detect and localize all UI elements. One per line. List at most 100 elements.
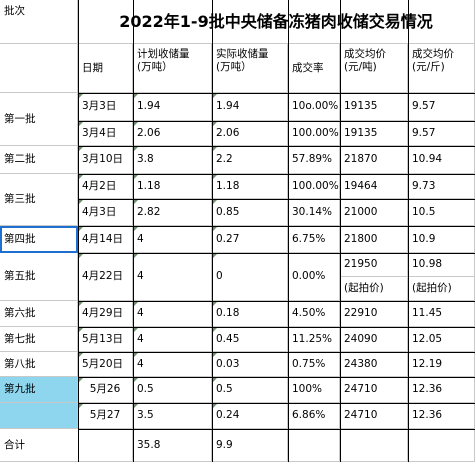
cell-price_jin[interactable]: 10.98: [408, 253, 475, 277]
cell-price_ton[interactable]: 19135: [340, 121, 408, 146]
total-blank[interactable]: [340, 429, 408, 462]
cell-planned[interactable]: 4: [133, 253, 212, 301]
batch-label[interactable]: 第二批: [0, 146, 78, 174]
table-title[interactable]: 2022年1-9批中央储备冻猪肉收储交易情况: [78, 0, 475, 44]
cell-actual[interactable]: 2.06: [212, 121, 288, 146]
cell-planned[interactable]: 1.18: [133, 174, 212, 199]
cell-price_ton[interactable]: 22910: [340, 301, 408, 327]
cell-date[interactable]: 4月22日: [78, 253, 133, 301]
cell-actual[interactable]: 0.5: [212, 377, 288, 403]
cell-price_jin-note[interactable]: (起拍价): [408, 277, 475, 301]
header-blank[interactable]: [0, 44, 78, 93]
total-actual[interactable]: 9.9: [212, 429, 288, 462]
cell-price_jin[interactable]: 12.19: [408, 352, 475, 377]
cell-planned[interactable]: 4: [133, 301, 212, 327]
cell-date[interactable]: 5月13日: [78, 327, 133, 352]
cell-planned[interactable]: 1.94: [133, 93, 212, 121]
header-planned[interactable]: 计划收储量 (万吨）: [133, 44, 212, 93]
cell-rate[interactable]: 100.00%: [288, 121, 340, 146]
total-label[interactable]: 合计: [0, 429, 133, 462]
cell-actual[interactable]: 1.94: [212, 93, 288, 121]
cell-date[interactable]: 5月26: [78, 377, 133, 403]
cell-price_ton[interactable]: 19135: [340, 93, 408, 121]
cell-price_jin[interactable]: 9.73: [408, 174, 475, 199]
cell-date[interactable]: 4月3日: [78, 199, 133, 226]
cell-price_jin[interactable]: 10.5: [408, 199, 475, 226]
cell-rate[interactable]: 0.75%: [288, 352, 340, 377]
cell-date[interactable]: 3月10日: [78, 146, 133, 174]
cell-actual[interactable]: 0.03: [212, 352, 288, 377]
cell-rate[interactable]: 10o.00%: [288, 93, 340, 121]
cell-price_ton[interactable]: 24710: [340, 377, 408, 403]
cell-rate[interactable]: 57.89%: [288, 146, 340, 174]
cell-date[interactable]: 5月20日: [78, 352, 133, 377]
cell-price_jin[interactable]: 9.57: [408, 93, 475, 121]
cell-actual[interactable]: 0.45: [212, 327, 288, 352]
total-blank[interactable]: [288, 429, 340, 462]
cell-planned-text: 4: [137, 270, 144, 283]
cell-planned[interactable]: 2.82: [133, 199, 212, 226]
cell-price_ton[interactable]: 21950: [340, 253, 408, 277]
cell-price_ton[interactable]: 21870: [340, 146, 408, 174]
cell-price_jin[interactable]: 9.57: [408, 121, 475, 146]
cell-price_ton[interactable]: 19464: [340, 174, 408, 199]
cell-actual[interactable]: 1.18: [212, 174, 288, 199]
batch-label[interactable]: 第七批: [0, 327, 78, 352]
cell-price_jin[interactable]: 10.94: [408, 146, 475, 174]
cell-price_ton-note[interactable]: (起拍价): [340, 277, 408, 301]
cell-actual[interactable]: 0.18: [212, 301, 288, 327]
cell-actual[interactable]: 0.24: [212, 403, 288, 429]
cell-price_ton[interactable]: 21000: [340, 199, 408, 226]
cell-price_ton[interactable]: 24090: [340, 327, 408, 352]
cell-planned[interactable]: 4: [133, 226, 212, 253]
cell-date[interactable]: 5月27: [78, 403, 133, 429]
cell-rate[interactable]: 4.50%: [288, 301, 340, 327]
cell-price_ton[interactable]: 24710: [340, 403, 408, 429]
cell-planned[interactable]: 3.8: [133, 146, 212, 174]
cell-price_ton[interactable]: 24380: [340, 352, 408, 377]
cell-price_jin[interactable]: 12.05: [408, 327, 475, 352]
header-rate[interactable]: 成交率: [288, 44, 340, 93]
batch-label[interactable]: 第八批: [0, 352, 78, 377]
cell-rate[interactable]: 100.00%: [288, 174, 340, 199]
header-actual[interactable]: 实际收储量 (万吨）: [212, 44, 288, 93]
batch-label-blank[interactable]: [0, 403, 78, 429]
cell-price_jin[interactable]: 12.36: [408, 377, 475, 403]
batch-label[interactable]: 第一批: [0, 93, 78, 146]
cell-actual[interactable]: 2.2: [212, 146, 288, 174]
cell-planned[interactable]: 2.06: [133, 121, 212, 146]
cell-rate[interactable]: 0.00%: [288, 253, 340, 301]
cell-actual[interactable]: 0.27: [212, 226, 288, 253]
cell-date[interactable]: 4月29日: [78, 301, 133, 327]
cell-rate[interactable]: 30.14%: [288, 199, 340, 226]
total-planned[interactable]: 35.8: [133, 429, 212, 462]
cell-rate[interactable]: 11.25%: [288, 327, 340, 352]
batch-label[interactable]: 第五批: [0, 253, 78, 301]
cell-price_jin[interactable]: 12.36: [408, 403, 475, 429]
batch-label[interactable]: 第六批: [0, 301, 78, 327]
header-date[interactable]: 日期: [78, 44, 133, 93]
cell-date[interactable]: 3月3日: [78, 93, 133, 121]
cell-rate[interactable]: 100%: [288, 377, 340, 403]
cell-price_ton[interactable]: 21800: [340, 226, 408, 253]
cell-actual[interactable]: 0: [212, 253, 288, 301]
cell-planned[interactable]: 4: [133, 352, 212, 377]
cell-actual[interactable]: 0.85: [212, 199, 288, 226]
cell-planned[interactable]: 4: [133, 327, 212, 352]
cell-planned[interactable]: 3.5: [133, 403, 212, 429]
header-price_jin[interactable]: 成交均价 (元/斤): [408, 44, 475, 93]
header-price_ton[interactable]: 成交均价 (元/吨): [340, 44, 408, 93]
cell-price_jin[interactable]: 10.9: [408, 226, 475, 253]
batch-label[interactable]: 第四批: [0, 226, 78, 253]
batch-label[interactable]: 第三批: [0, 174, 78, 226]
cell-date[interactable]: 4月2日: [78, 174, 133, 199]
cell-date[interactable]: 3月4日: [78, 121, 133, 146]
corner-cell[interactable]: 批次: [0, 0, 78, 44]
cell-date[interactable]: 4月14日: [78, 226, 133, 253]
batch-label[interactable]: 第九批: [0, 377, 78, 403]
total-blank[interactable]: [408, 429, 475, 462]
cell-planned[interactable]: 0.5: [133, 377, 212, 403]
cell-rate[interactable]: 6.75%: [288, 226, 340, 253]
cell-rate[interactable]: 6.86%: [288, 403, 340, 429]
cell-price_jin[interactable]: 11.45: [408, 301, 475, 327]
